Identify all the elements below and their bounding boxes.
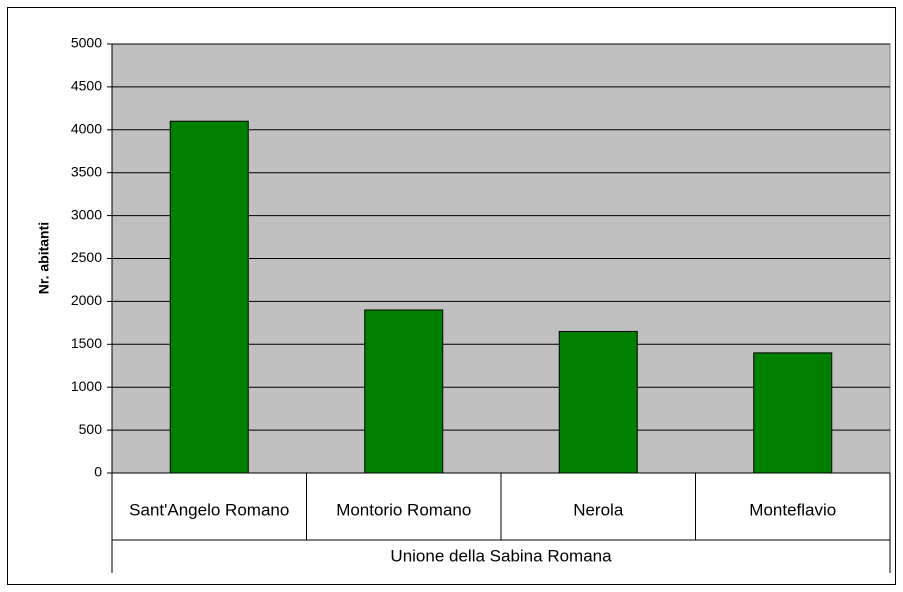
x-tick-label: Sant'Angelo Romano [129,500,289,519]
y-tick-label: 4000 [71,121,102,137]
bar [169,120,249,474]
y-axis-label: Nr. abitanti [36,222,52,294]
y-tick-label: 2500 [71,249,102,265]
y-tick-label: 0 [94,464,102,480]
y-tick-label: 2000 [71,292,102,308]
y-tick-label: 4500 [71,78,102,94]
group-label: Unione della Sabina Romana [390,546,612,565]
bar [558,330,638,474]
x-tick-label: Montorio Romano [336,500,471,519]
y-tick-label: 500 [79,421,103,437]
y-tick-label: 5000 [71,35,102,51]
y-tick-label: 3000 [71,206,102,222]
x-tick-label: Monteflavio [749,500,836,519]
x-tick-label: Nerola [573,500,624,519]
bar [364,309,444,474]
y-tick-label: 3500 [71,163,102,179]
bar [753,352,833,474]
y-tick-label: 1500 [71,335,102,351]
y-tick-label: 1000 [71,378,102,394]
